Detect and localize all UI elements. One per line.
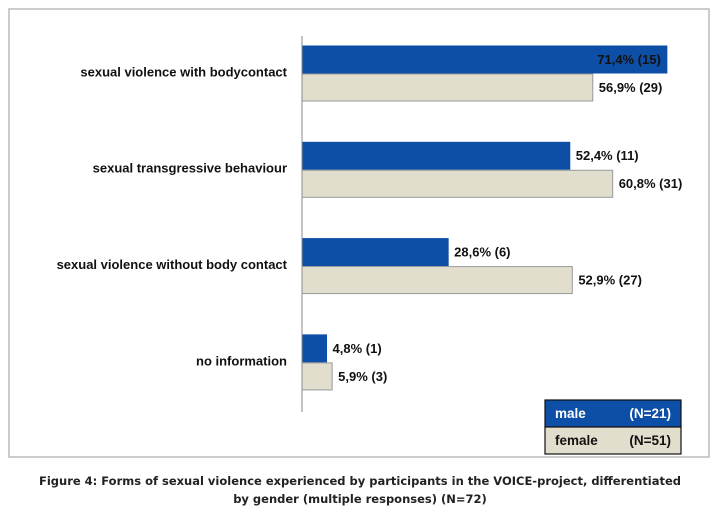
value-label: 4,8% (1) <box>333 341 382 356</box>
value-label: 71,4% (15) <box>597 52 661 67</box>
bar <box>301 45 668 74</box>
value-label: 5,9% (3) <box>338 369 387 384</box>
bar <box>301 266 573 295</box>
bar <box>301 141 571 170</box>
value-label: 28,6% (6) <box>454 245 510 260</box>
bar <box>301 169 614 198</box>
value-label: 52,9% (27) <box>578 273 642 288</box>
category-label: sexual violence without body contact <box>57 257 288 272</box>
value-label: 56,9% (29) <box>599 80 663 95</box>
legend-note: (N=51) <box>629 433 671 448</box>
bar <box>301 334 328 363</box>
legend-swatch <box>544 426 682 455</box>
category-label: sexual violence with bodycontact <box>80 64 287 79</box>
category-label: sexual transgressive behaviour <box>93 161 287 176</box>
caption: Figure 4: Forms of sexual violence exper… <box>38 474 681 506</box>
legend-label: female <box>555 433 598 448</box>
legend-label: male <box>555 406 586 421</box>
category-label: no information <box>196 353 287 368</box>
bar <box>301 73 594 102</box>
chart-frame <box>8 8 710 458</box>
value-label: 52,4% (11) <box>576 148 639 163</box>
value-label: 60,8% (31) <box>619 176 683 191</box>
legend-note: (N=21) <box>629 406 671 421</box>
bar <box>301 238 449 267</box>
legend-swatch <box>544 399 682 428</box>
bar <box>301 362 333 391</box>
